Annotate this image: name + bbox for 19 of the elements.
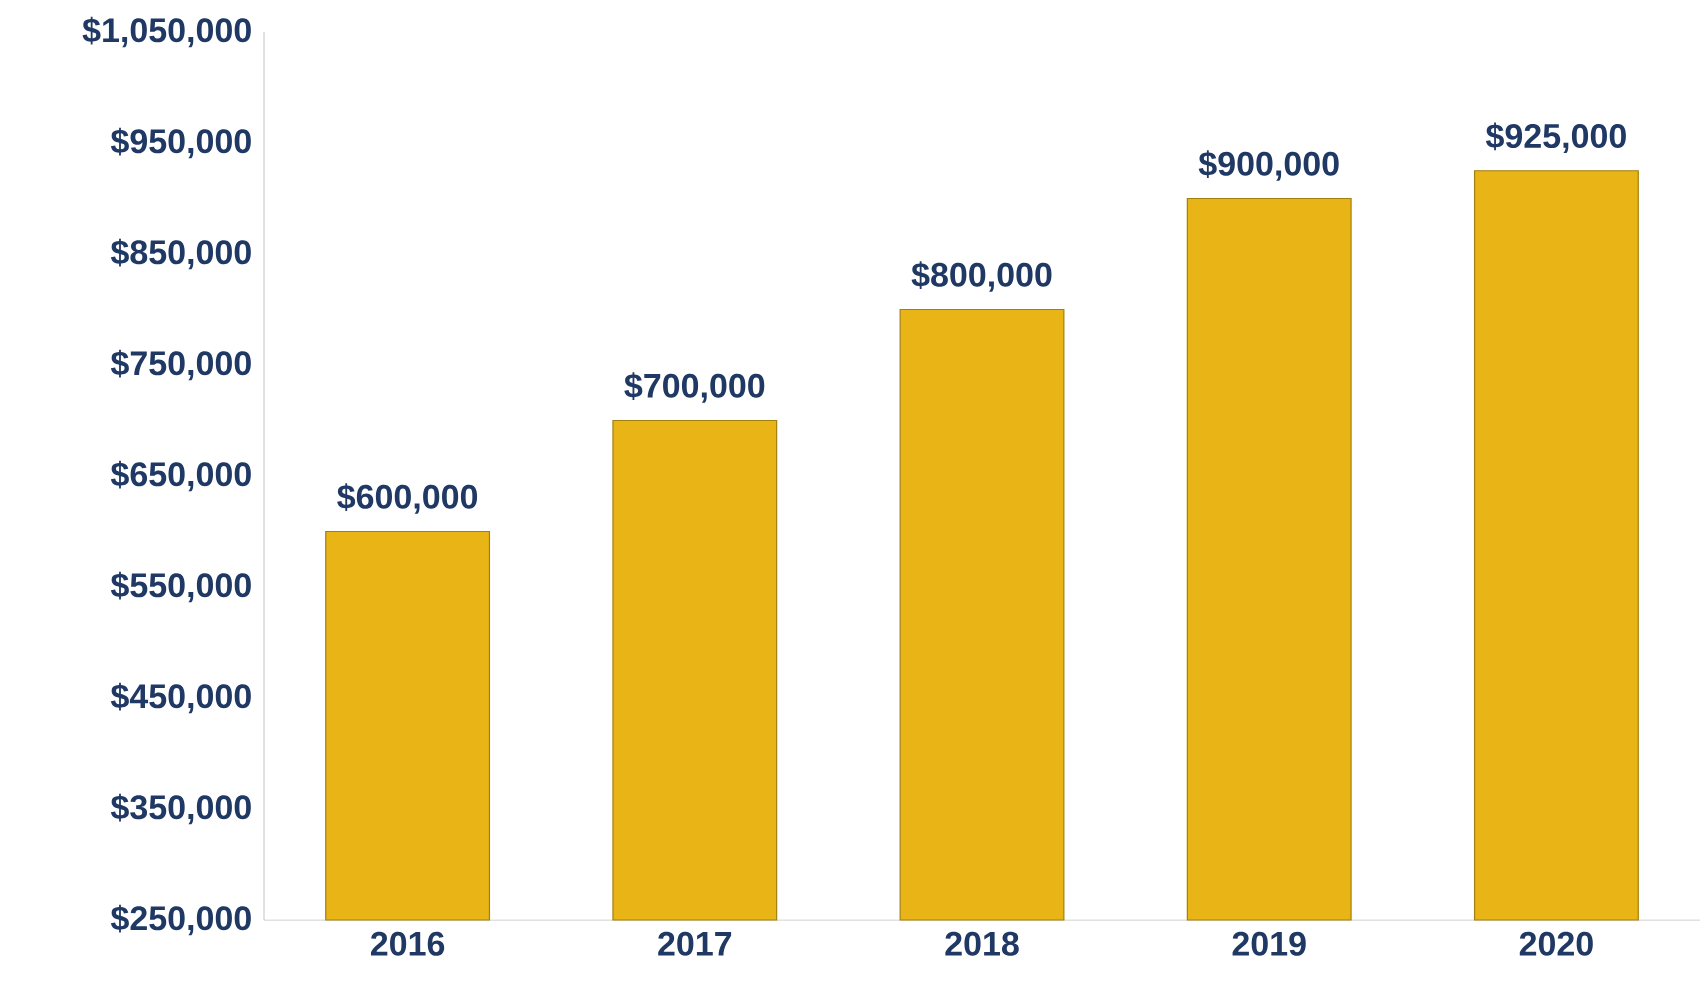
y-tick-label: $450,000 <box>110 682 251 714</box>
y-tick-label: $950,000 <box>110 127 251 159</box>
x-tick-label: 2019 <box>1232 931 1306 956</box>
y-tick-label: $650,000 <box>110 460 251 492</box>
y-tick-label: $750,000 <box>110 349 251 381</box>
x-tick-label: 2016 <box>370 931 445 956</box>
y-tick-label: $550,000 <box>110 571 251 603</box>
x-tick-label: 2020 <box>1519 931 1593 956</box>
data-label: $800,000 <box>911 261 1052 292</box>
y-tick-label: $1,050,000 <box>82 16 251 48</box>
data-label: $600,000 <box>337 483 478 514</box>
x-tick-label: 2017 <box>658 931 732 956</box>
data-label: $925,000 <box>1485 122 1626 154</box>
y-tick-label: $250,000 <box>110 904 251 936</box>
data-label: $900,000 <box>1198 150 1339 181</box>
y-tick-label: $350,000 <box>110 793 251 825</box>
data-label: $700,000 <box>624 372 765 403</box>
x-tick-label: 2018 <box>945 931 1019 956</box>
y-tick-label: $850,000 <box>110 238 251 270</box>
